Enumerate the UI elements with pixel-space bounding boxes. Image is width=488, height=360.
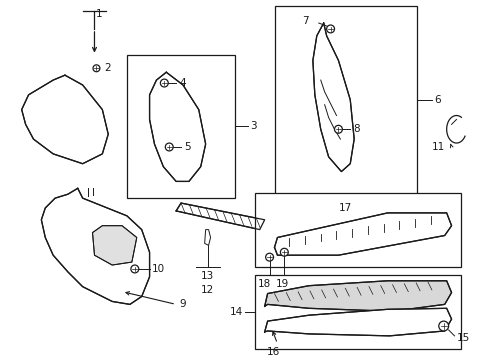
Polygon shape	[92, 226, 137, 265]
Text: 19: 19	[275, 279, 288, 289]
Bar	[254, 275, 461, 348]
Text: 8: 8	[352, 124, 359, 134]
Polygon shape	[274, 213, 450, 255]
Circle shape	[160, 79, 168, 87]
Polygon shape	[312, 23, 353, 172]
Bar	[127, 55, 235, 198]
Text: 15: 15	[456, 333, 469, 343]
Circle shape	[131, 265, 139, 273]
Text: 4: 4	[179, 78, 185, 88]
Polygon shape	[264, 308, 450, 336]
Polygon shape	[41, 188, 149, 305]
Text: 6: 6	[433, 95, 440, 105]
Text: 17: 17	[338, 203, 351, 213]
Polygon shape	[264, 281, 450, 311]
Circle shape	[326, 25, 334, 33]
Circle shape	[165, 143, 173, 151]
Bar	[254, 193, 461, 267]
Text: 11: 11	[430, 142, 444, 152]
Text: 7: 7	[302, 16, 308, 26]
Text: 12: 12	[201, 285, 214, 295]
Text: 13: 13	[201, 271, 214, 281]
Text: 14: 14	[229, 307, 243, 317]
Circle shape	[438, 321, 447, 331]
Text: 18: 18	[258, 279, 271, 289]
Polygon shape	[149, 72, 205, 181]
Text: 5: 5	[183, 142, 190, 152]
Circle shape	[93, 65, 100, 72]
Circle shape	[334, 125, 342, 133]
Text: 10: 10	[151, 264, 164, 274]
Text: 1: 1	[96, 9, 102, 19]
Polygon shape	[21, 75, 108, 164]
Circle shape	[265, 253, 273, 261]
Text: 3: 3	[249, 121, 256, 131]
Polygon shape	[176, 203, 264, 230]
Bar	[274, 6, 416, 198]
Polygon shape	[204, 230, 210, 246]
Text: 16: 16	[266, 347, 280, 357]
Circle shape	[280, 248, 288, 256]
Text: 9: 9	[179, 300, 185, 309]
Text: 2: 2	[104, 63, 111, 73]
